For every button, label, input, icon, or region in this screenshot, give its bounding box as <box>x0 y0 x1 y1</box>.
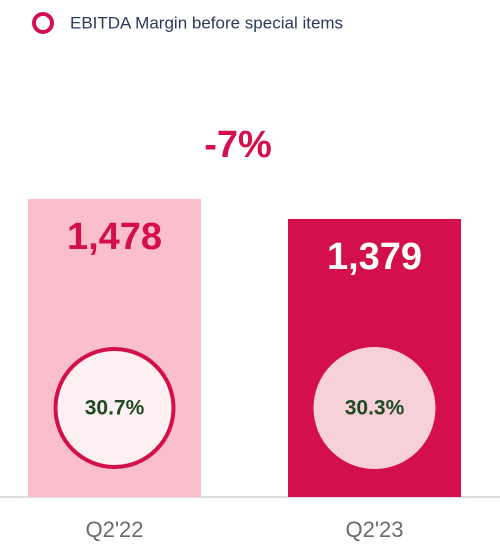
margin-label: 30.7% <box>85 397 145 420</box>
value-label: 1,379 <box>327 236 422 278</box>
x-tick-label: Q2'22 <box>85 517 143 542</box>
value-label: 1,478 <box>67 216 162 258</box>
x-tick-label: Q2'23 <box>345 517 403 542</box>
margin-circle <box>53 347 176 469</box>
margin-circle <box>313 347 436 469</box>
change-annotation: -7% <box>204 124 272 166</box>
legend-symbol <box>32 12 54 34</box>
legend-label: EBITDA Margin before special items <box>70 13 343 32</box>
margin-label: 30.3% <box>345 397 405 420</box>
